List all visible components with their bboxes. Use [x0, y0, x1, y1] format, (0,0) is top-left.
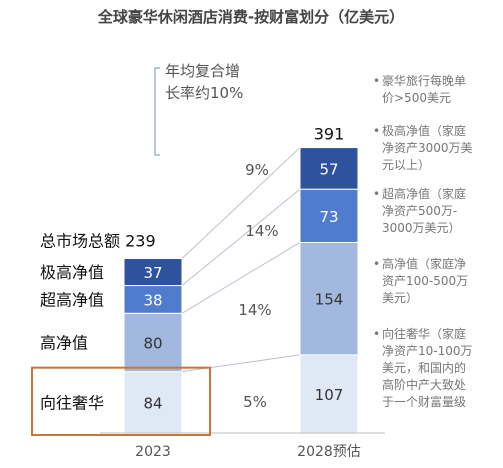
legend-note: 超高净值（家庭	[382, 186, 466, 201]
bar-segment	[299, 147, 359, 190]
connector-line	[181, 242, 301, 314]
x-tick-label: 2028预估	[297, 444, 361, 460]
cagr-note: 年均复合增	[165, 62, 240, 80]
chart-title: 全球豪华休闲酒店消费-按财富划分（亿美元）	[97, 8, 404, 26]
series-label: 极高净值	[40, 263, 104, 282]
total-label: 总市场总额 239	[40, 232, 156, 251]
highlight-box	[31, 366, 211, 436]
legend-bullet: •	[373, 74, 380, 88]
growth-label: 14%	[245, 222, 278, 240]
growth-label: 5%	[243, 393, 267, 411]
legend-note: 净资产10-100万	[382, 344, 473, 358]
connector-line	[181, 147, 301, 259]
legend-note: 3000万美元）	[382, 221, 461, 235]
legend-note: 美元）	[382, 291, 418, 305]
legend-note: 价>500美元	[382, 91, 451, 105]
connector-line	[181, 354, 301, 373]
legend-bullet: •	[373, 124, 380, 138]
growth-label: 14%	[238, 301, 271, 319]
data-label: 154	[315, 291, 344, 309]
total-value: 391	[314, 125, 345, 144]
data-label: 37	[143, 264, 162, 282]
legend-note: 资产100-500万	[382, 274, 468, 288]
cagr-bracket	[154, 67, 160, 156]
data-label: 38	[143, 291, 162, 309]
bar-segment	[123, 258, 183, 287]
bar-segment	[299, 188, 359, 243]
growth-label: 9%	[245, 161, 269, 179]
bar-segment	[123, 371, 183, 434]
legend-note: 高阶中产大致处	[382, 377, 466, 392]
legend-note: 净资产3000万美	[382, 141, 473, 155]
legend-bullet: •	[373, 257, 380, 271]
cagr-note: 长率约10%	[165, 84, 243, 102]
legend-bullet: •	[373, 327, 380, 341]
legend-note: 豪华旅行每晚单	[382, 73, 466, 88]
legend-note: 元以上）	[382, 158, 430, 172]
legend-note: 极高净值（家庭	[382, 123, 466, 138]
data-label: 84	[143, 394, 162, 412]
legend-note: 高净值（家庭净	[382, 256, 466, 271]
data-label: 73	[319, 208, 338, 226]
series-label: 高净值	[40, 333, 88, 352]
data-label: 80	[143, 334, 162, 352]
bar-segment	[123, 312, 183, 373]
legend-note: 净资产500万-	[382, 204, 457, 218]
series-label: 向往奢华	[40, 393, 104, 412]
bar-segment	[299, 241, 359, 356]
connector-line	[181, 188, 301, 286]
data-label: 57	[319, 160, 338, 178]
legend-note: 美元，和国内的	[382, 360, 466, 375]
series-label: 超高净值	[40, 290, 104, 309]
data-label: 107	[315, 386, 344, 404]
legend-bullet: •	[373, 187, 380, 201]
legend-note: 向往奢华（家庭	[382, 326, 466, 341]
x-tick-label: 2023	[135, 444, 171, 460]
legend-note: 于一个财富量级	[382, 394, 466, 409]
